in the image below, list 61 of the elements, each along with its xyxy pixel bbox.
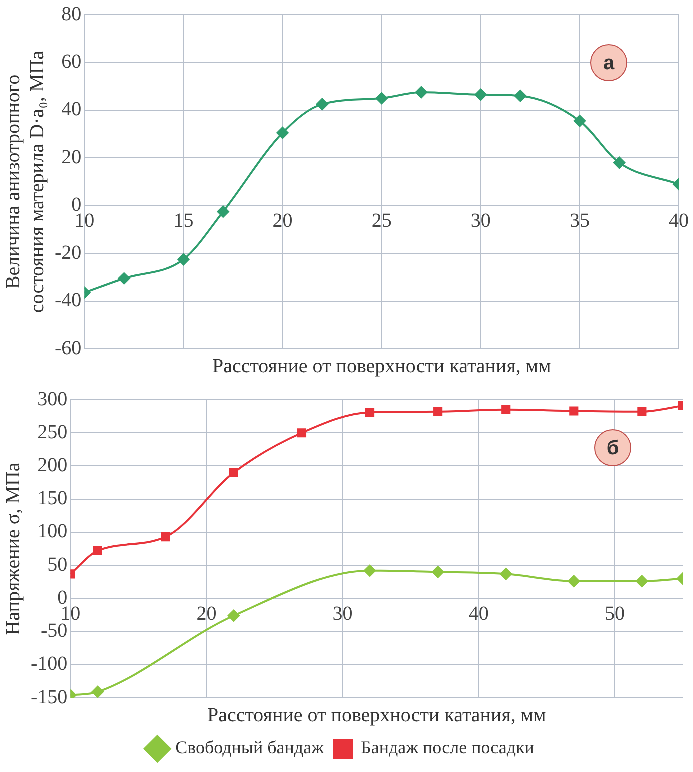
x-tick-label: 20: [272, 210, 293, 232]
point: [614, 156, 626, 169]
point: [161, 532, 170, 542]
point: [229, 468, 238, 478]
point: [502, 405, 511, 414]
point: [415, 86, 428, 99]
y-tick-label: -20: [54, 242, 82, 264]
y-tick-label: 60: [62, 50, 82, 73]
x-tick-label: 35: [570, 210, 590, 232]
point: [365, 408, 375, 418]
y-tick-label: 150: [38, 488, 68, 510]
x-tick-label: 40: [468, 602, 489, 625]
y-tick-label: 50: [48, 554, 68, 576]
y-tick-label: 80: [62, 3, 82, 26]
point: [376, 92, 388, 104]
y-tick-label: -100: [30, 653, 68, 676]
annotation: а: [603, 52, 616, 75]
point: [570, 406, 579, 416]
x-tick-label: 30: [470, 210, 491, 232]
point: [574, 115, 586, 128]
legend-label: Бандаж после посадки: [361, 738, 535, 758]
x-axis-title: Расстояние от поверхности катания, мм: [212, 355, 552, 378]
point: [316, 98, 328, 110]
point: [514, 90, 527, 102]
y-tick-label: 250: [38, 421, 68, 444]
legend-label: Свободный бандаж: [176, 738, 325, 758]
x-tick-label: 20: [196, 602, 217, 625]
y-tick-label: 20: [62, 146, 82, 168]
y-tick-label: 40: [62, 98, 82, 121]
point: [217, 206, 230, 218]
y-axis-title: Напряжение σ, МПа: [2, 462, 24, 636]
point: [364, 564, 376, 577]
point: [118, 272, 130, 285]
x-tick-label: 40: [669, 210, 689, 232]
point: [228, 610, 240, 622]
point: [276, 127, 289, 140]
point: [93, 546, 102, 556]
y-tick-label: -50: [40, 620, 68, 642]
point: [434, 407, 443, 416]
point: [432, 566, 444, 578]
x-tick-label: 15: [174, 210, 194, 232]
annotation: б: [606, 438, 620, 460]
point: [178, 254, 190, 266]
point: [568, 575, 580, 588]
y-tick-label: -60: [54, 337, 82, 360]
y-tick-label: 300: [38, 388, 68, 410]
x-tick-label: 50: [604, 602, 625, 625]
x-tick-label: 25: [372, 210, 392, 232]
point: [500, 568, 512, 580]
point: [638, 407, 647, 416]
x-tick-label: 30: [332, 602, 353, 625]
y-tick-label: 100: [38, 520, 68, 543]
point: [636, 575, 648, 588]
y-tick-label: -150: [30, 686, 68, 708]
x-axis-title: Расстояние от поверхности катания, мм: [207, 704, 547, 726]
point: [92, 686, 104, 698]
y-tick-label: 200: [38, 454, 68, 476]
point: [297, 428, 307, 438]
y-tick-label: -40: [54, 290, 82, 312]
point: [474, 88, 487, 101]
y-axis-title: Величина анизотропного состояния материла D·a₀, МПа: [2, 50, 48, 314]
